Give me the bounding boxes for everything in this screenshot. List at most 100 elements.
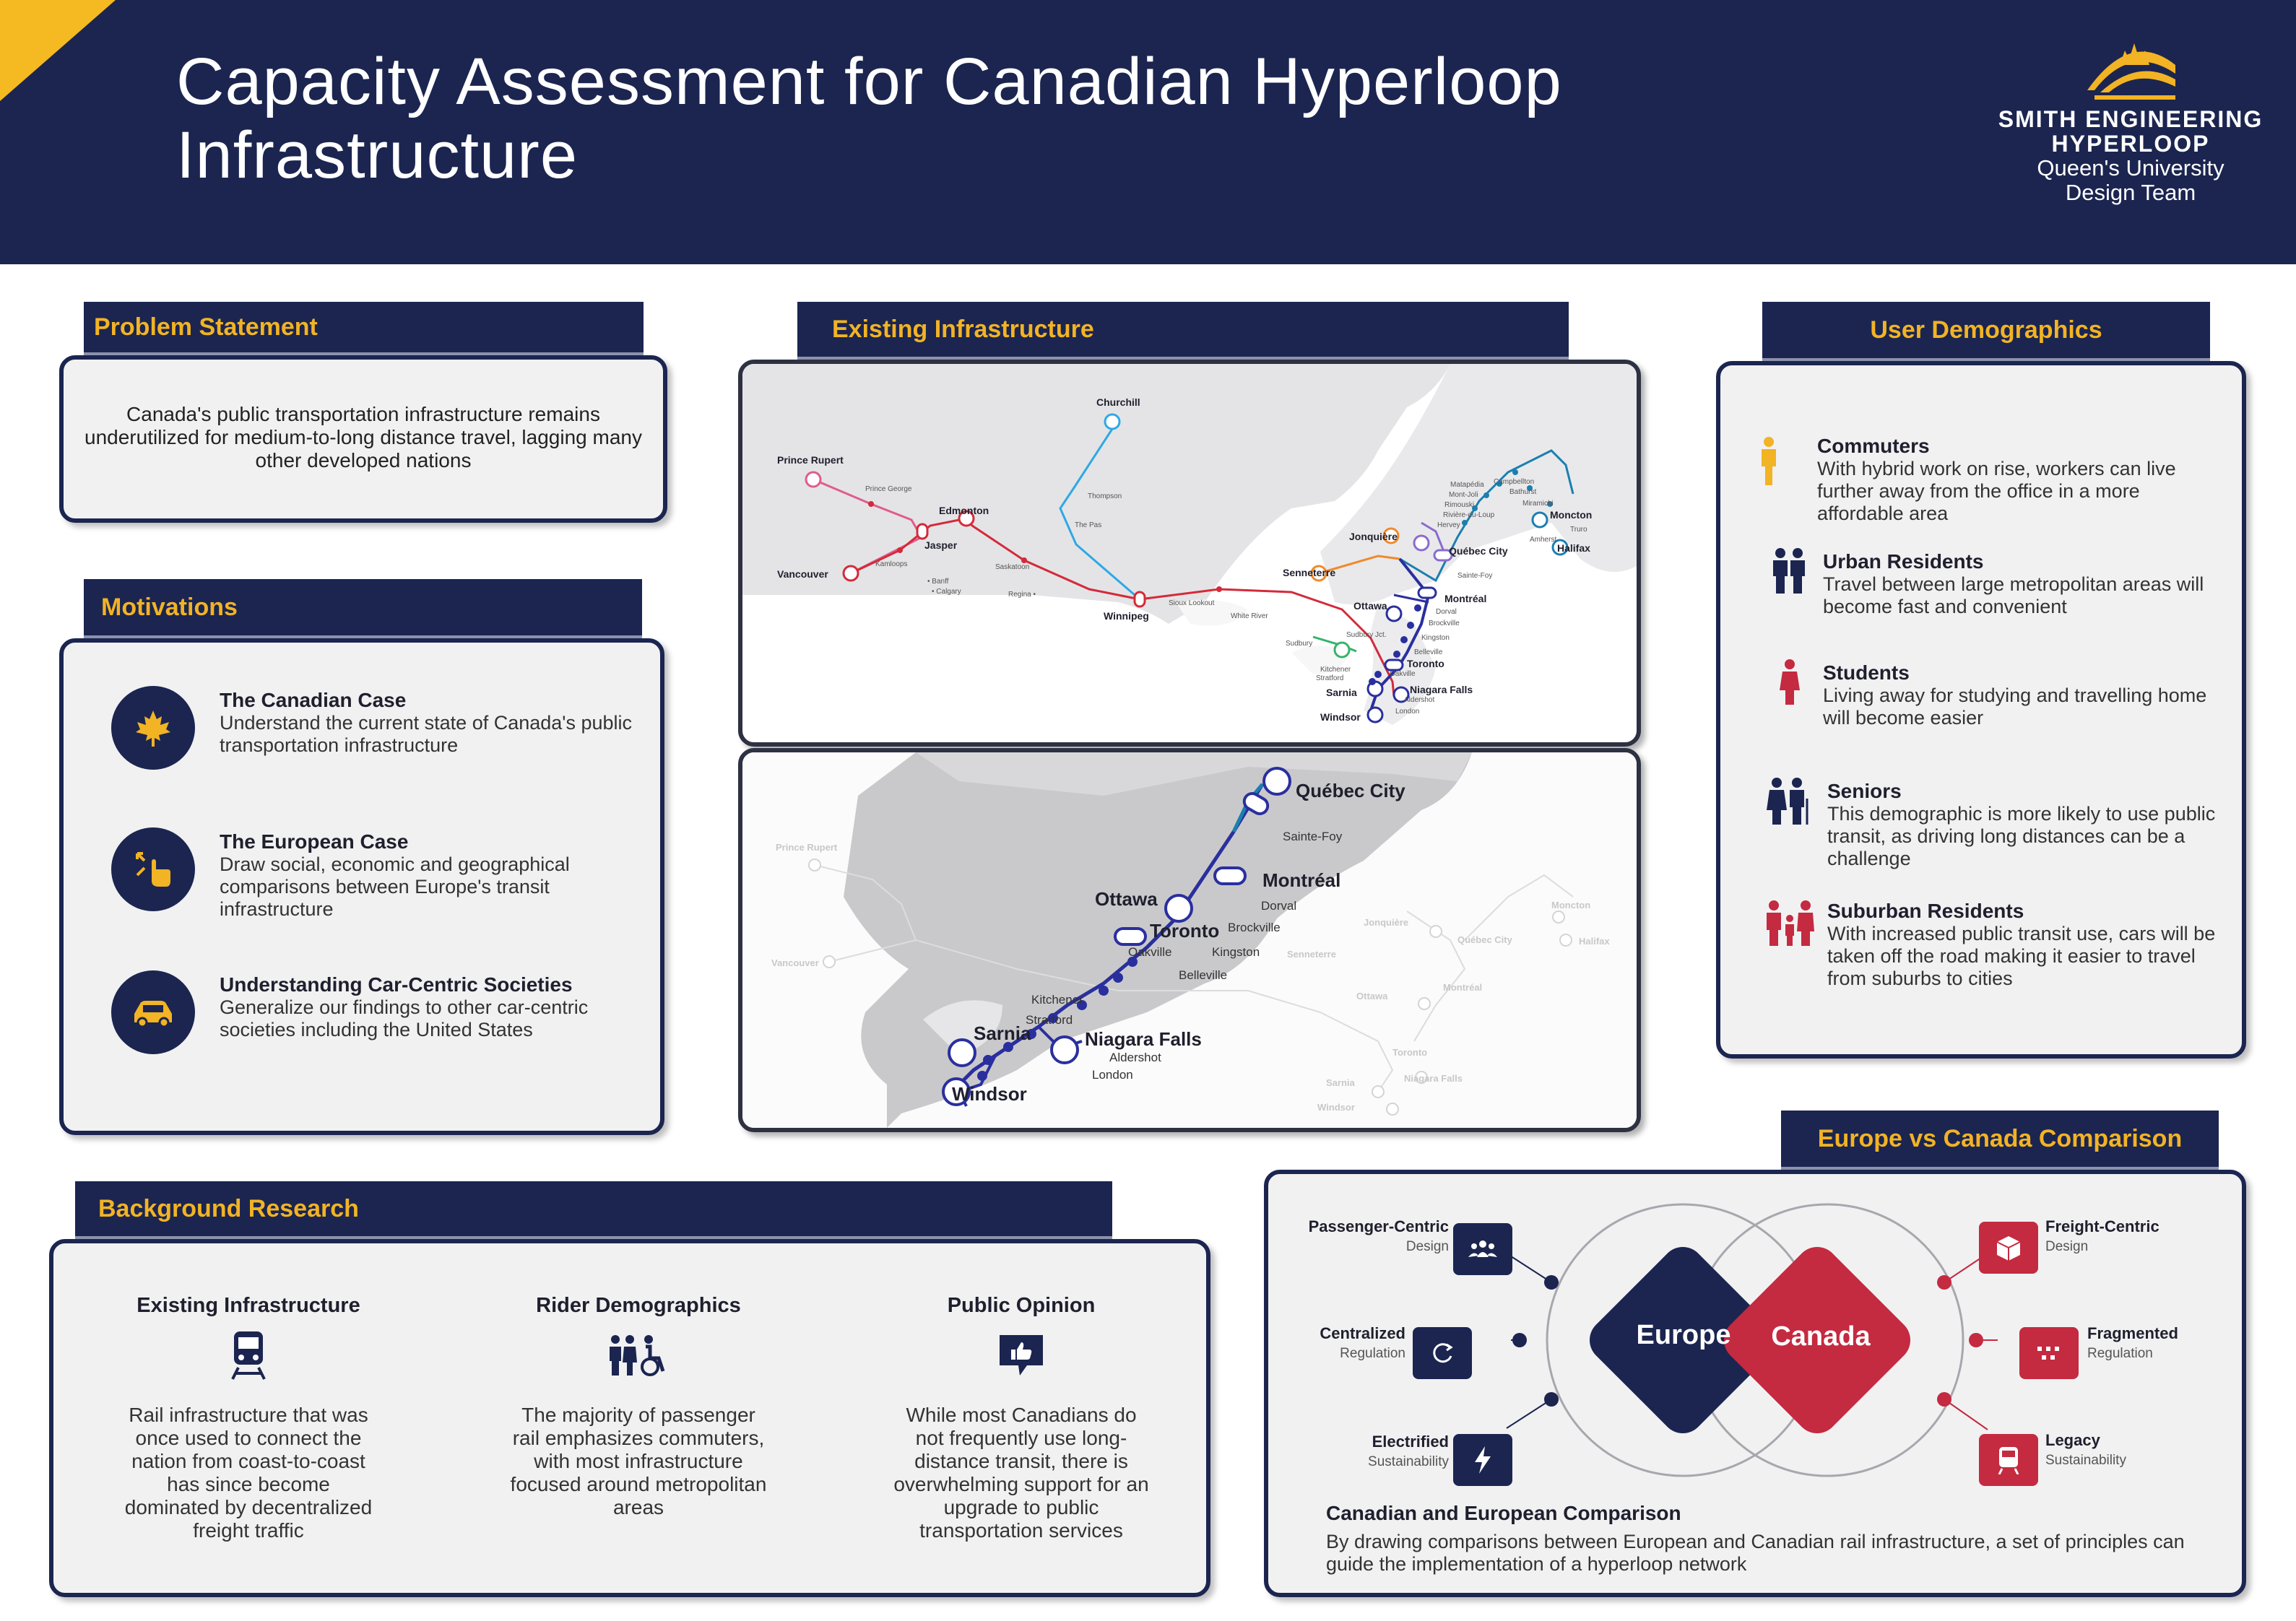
svg-text:Winnipeg: Winnipeg [1104, 610, 1149, 622]
europe-attribute: Passenger-Centric Design [1297, 1217, 1449, 1256]
svg-text:Halifax: Halifax [1557, 542, 1590, 554]
background-column-title: Rider Demographics [536, 1294, 741, 1317]
hyperloop-logo-icon [2087, 43, 2175, 100]
svg-text:Windsor: Windsor [1320, 711, 1361, 723]
background-heading: Background Research [75, 1181, 1112, 1239]
comparison-summary-text: By drawing comparisons between European … [1326, 1531, 2185, 1575]
svg-text:Jonquière: Jonquière [1364, 917, 1408, 928]
canada-label: Canada [1771, 1321, 1871, 1352]
europe-attribute: Electrified Sustainability [1297, 1433, 1449, 1472]
attribute-sub: Sustainability [1368, 1454, 1449, 1469]
svg-text:Amherst: Amherst [1530, 536, 1556, 544]
existing-heading-text: Existing Infrastructure [832, 315, 1094, 343]
corridor-rail-map: Prince Rupert Vancouver Jonquière Senneterr… [738, 748, 1641, 1132]
motivation-title: The Canadian Case [220, 689, 407, 711]
svg-text:Kingston: Kingston [1421, 634, 1450, 642]
svg-text:Montréal: Montréal [1443, 982, 1482, 993]
svg-text:London: London [1092, 1068, 1133, 1082]
comparison-diagram [1506, 1203, 1998, 1477]
svg-text:Ottawa: Ottawa [1095, 888, 1158, 910]
svg-text:Mont-Joli: Mont-Joli [1449, 491, 1478, 499]
svg-text:Toronto: Toronto [1407, 658, 1444, 669]
thumbs-up-icon [884, 1323, 1158, 1388]
svg-text:Halifax: Halifax [1579, 936, 1610, 947]
svg-text:Oakville: Oakville [1128, 945, 1171, 959]
background-column-desc: Rail infrastructure that was once used t… [124, 1404, 373, 1542]
svg-text:Edmonton: Edmonton [939, 505, 989, 516]
background-column-desc: While most Canadians do not frequently u… [893, 1404, 1149, 1542]
svg-text:White River: White River [1231, 612, 1268, 620]
car-icon [111, 970, 195, 1054]
svg-text:Sioux Lookout: Sioux Lookout [1169, 599, 1215, 607]
svg-text:Ottawa: Ottawa [1356, 991, 1388, 1001]
map-label: Churchill [1096, 396, 1140, 408]
svg-text:Vancouver: Vancouver [771, 957, 819, 968]
svg-text:Vancouver: Vancouver [777, 568, 828, 580]
title-line-2: Infrastructure [176, 118, 578, 192]
attribute-sub: Sustainability [2045, 1453, 2126, 1468]
svg-text:Dorval: Dorval [1436, 608, 1457, 616]
motivation-desc: Generalize our findings to other car-cen… [220, 996, 589, 1040]
svg-text:Senneterre: Senneterre [1283, 567, 1335, 578]
svg-text:Sarnia: Sarnia [1326, 687, 1357, 698]
svg-text:Truro: Truro [1570, 526, 1587, 534]
attribute-sub: Regulation [2087, 1346, 2153, 1361]
seniors-icon [1765, 777, 1811, 830]
canada-attribute: Legacy Sustainability [2045, 1431, 2204, 1470]
svg-text:Kamloops: Kamloops [875, 560, 907, 568]
motivations-heading-text: Motivations [101, 593, 238, 621]
svg-text:Québec City: Québec City [1449, 545, 1508, 557]
svg-text:Sarnia: Sarnia [1326, 1077, 1356, 1088]
demographic-desc: With hybrid work on rise, workers can li… [1817, 458, 2176, 524]
svg-text:Saskatoon: Saskatoon [995, 563, 1029, 571]
attribute-sub: Regulation [1340, 1346, 1405, 1361]
svg-text:Stratford: Stratford [1026, 1013, 1073, 1027]
svg-text:Hervey: Hervey [1437, 521, 1460, 529]
svg-text:• Calgary: • Calgary [932, 588, 961, 596]
demographic-title: Students [1823, 661, 1910, 684]
svg-text:Sarnia: Sarnia [974, 1022, 1031, 1044]
attribute-title: Centralized [1320, 1324, 1405, 1342]
comparison-panel: Europe Canada Passenger-Centric Design C… [1264, 1170, 2246, 1597]
problem-heading: Problem Statement [84, 302, 644, 355]
motivation-title: Understanding Car-Centric Societies [220, 973, 573, 996]
svg-text:Belleville: Belleville [1179, 968, 1227, 982]
motivation-desc: Draw social, economic and geographical c… [220, 853, 570, 920]
background-panel: Existing Infrastructure Rail infrastruct… [49, 1239, 1210, 1597]
svg-text:Bathurst: Bathurst [1509, 488, 1536, 496]
background-column: Public Opinion While most Canadians do n… [884, 1294, 1158, 1542]
problem-heading-text: Problem Statement [94, 313, 318, 341]
svg-text:Rimouski: Rimouski [1444, 501, 1474, 509]
svg-text:Rivière-du-Loup: Rivière-du-Loup [1443, 511, 1495, 519]
svg-text:Senneterre: Senneterre [1287, 949, 1336, 960]
problem-panel: Canada's public transportation infrastru… [59, 355, 667, 523]
background-column: Existing Infrastructure Rail infrastruct… [111, 1294, 386, 1542]
demographic-title: Suburban Residents [1827, 900, 2024, 922]
comparison-heading: Europe vs Canada Comparison [1781, 1111, 2219, 1170]
motivations-panel: The Canadian Case Understand the current… [59, 638, 664, 1135]
comparison-heading-text: Europe vs Canada Comparison [1817, 1124, 2183, 1152]
svg-text:Montréal: Montréal [1262, 869, 1340, 891]
svg-text:Matapédia: Matapédia [1450, 481, 1484, 489]
motivation-desc: Understand the current state of Canada's… [220, 712, 632, 756]
train-icon [111, 1323, 386, 1388]
svg-text:Montréal: Montréal [1444, 593, 1486, 604]
motivation-item: Understanding Car-Centric Societies Gene… [111, 970, 675, 1064]
svg-text:Regina •: Regina • [1008, 591, 1036, 599]
svg-text:Sainte-Foy: Sainte-Foy [1283, 830, 1343, 843]
attribute-title: Legacy [2045, 1431, 2100, 1449]
existing-heading: Existing Infrastructure [797, 302, 1569, 360]
europe-attribute: Centralized Regulation [1297, 1324, 1405, 1363]
demographic-desc: Living away for studying and travelling … [1823, 685, 2207, 729]
svg-text:Niagara Falls: Niagara Falls [1410, 684, 1473, 695]
svg-text:Sudbury Jct.: Sudbury Jct. [1346, 631, 1387, 639]
title-line-1: Capacity Assessment for Canadian Hyperlo… [176, 45, 1562, 118]
cycle-icon [1413, 1327, 1472, 1379]
svg-text:Thompson: Thompson [1088, 492, 1122, 500]
svg-text:London: London [1395, 708, 1419, 716]
maple-leaf-icon [111, 686, 195, 770]
fragment-icon [2019, 1327, 2079, 1379]
demographic-desc: This demographic is more likely to use p… [1827, 803, 2216, 869]
svg-text:Windsor: Windsor [952, 1083, 1027, 1105]
problem-text: Canada's public transportation infrastru… [85, 403, 642, 471]
